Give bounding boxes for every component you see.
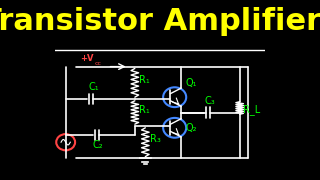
Text: C₃: C₃: [204, 96, 215, 105]
Text: R₁: R₁: [139, 105, 150, 114]
Text: C₁: C₁: [89, 82, 99, 92]
Text: R₃: R₃: [149, 134, 160, 144]
Text: cc: cc: [95, 61, 102, 66]
Text: R₁: R₁: [139, 75, 150, 85]
Text: +V: +V: [80, 54, 94, 63]
Text: Q₁: Q₁: [185, 78, 197, 88]
Text: Q₂: Q₂: [185, 123, 197, 133]
Text: C₂: C₂: [93, 140, 104, 150]
Text: Transistor Amplifiers: Transistor Amplifiers: [0, 7, 320, 36]
Text: R_L: R_L: [243, 105, 260, 115]
